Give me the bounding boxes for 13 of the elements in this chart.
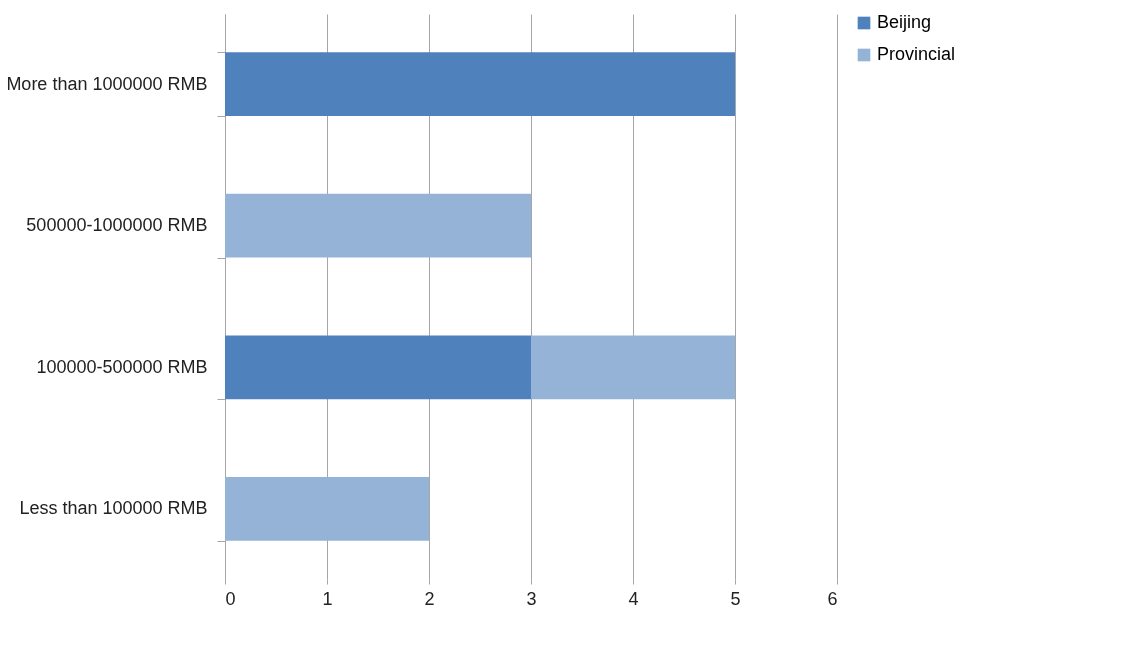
y-tick-label: More than 1000000 RMB bbox=[6, 73, 208, 94]
y-tick-label: 500000-1000000 RMB bbox=[26, 215, 208, 236]
x-tick-label: 4 bbox=[628, 588, 639, 609]
x-tick-label: 2 bbox=[424, 588, 435, 609]
x-tick-label: 0 bbox=[225, 588, 236, 609]
legend-label: Beijing bbox=[877, 12, 932, 32]
legend-label: Provincial bbox=[877, 44, 956, 64]
x-tick-label: 1 bbox=[322, 588, 333, 609]
y-tick-label: 100000-500000 RMB bbox=[36, 356, 208, 377]
x-tick-label: 3 bbox=[526, 588, 537, 609]
x-tick-label: 5 bbox=[730, 588, 741, 609]
x-tick-label: 6 bbox=[827, 588, 838, 609]
y-tick-label: Less than 100000 RMB bbox=[19, 498, 208, 519]
